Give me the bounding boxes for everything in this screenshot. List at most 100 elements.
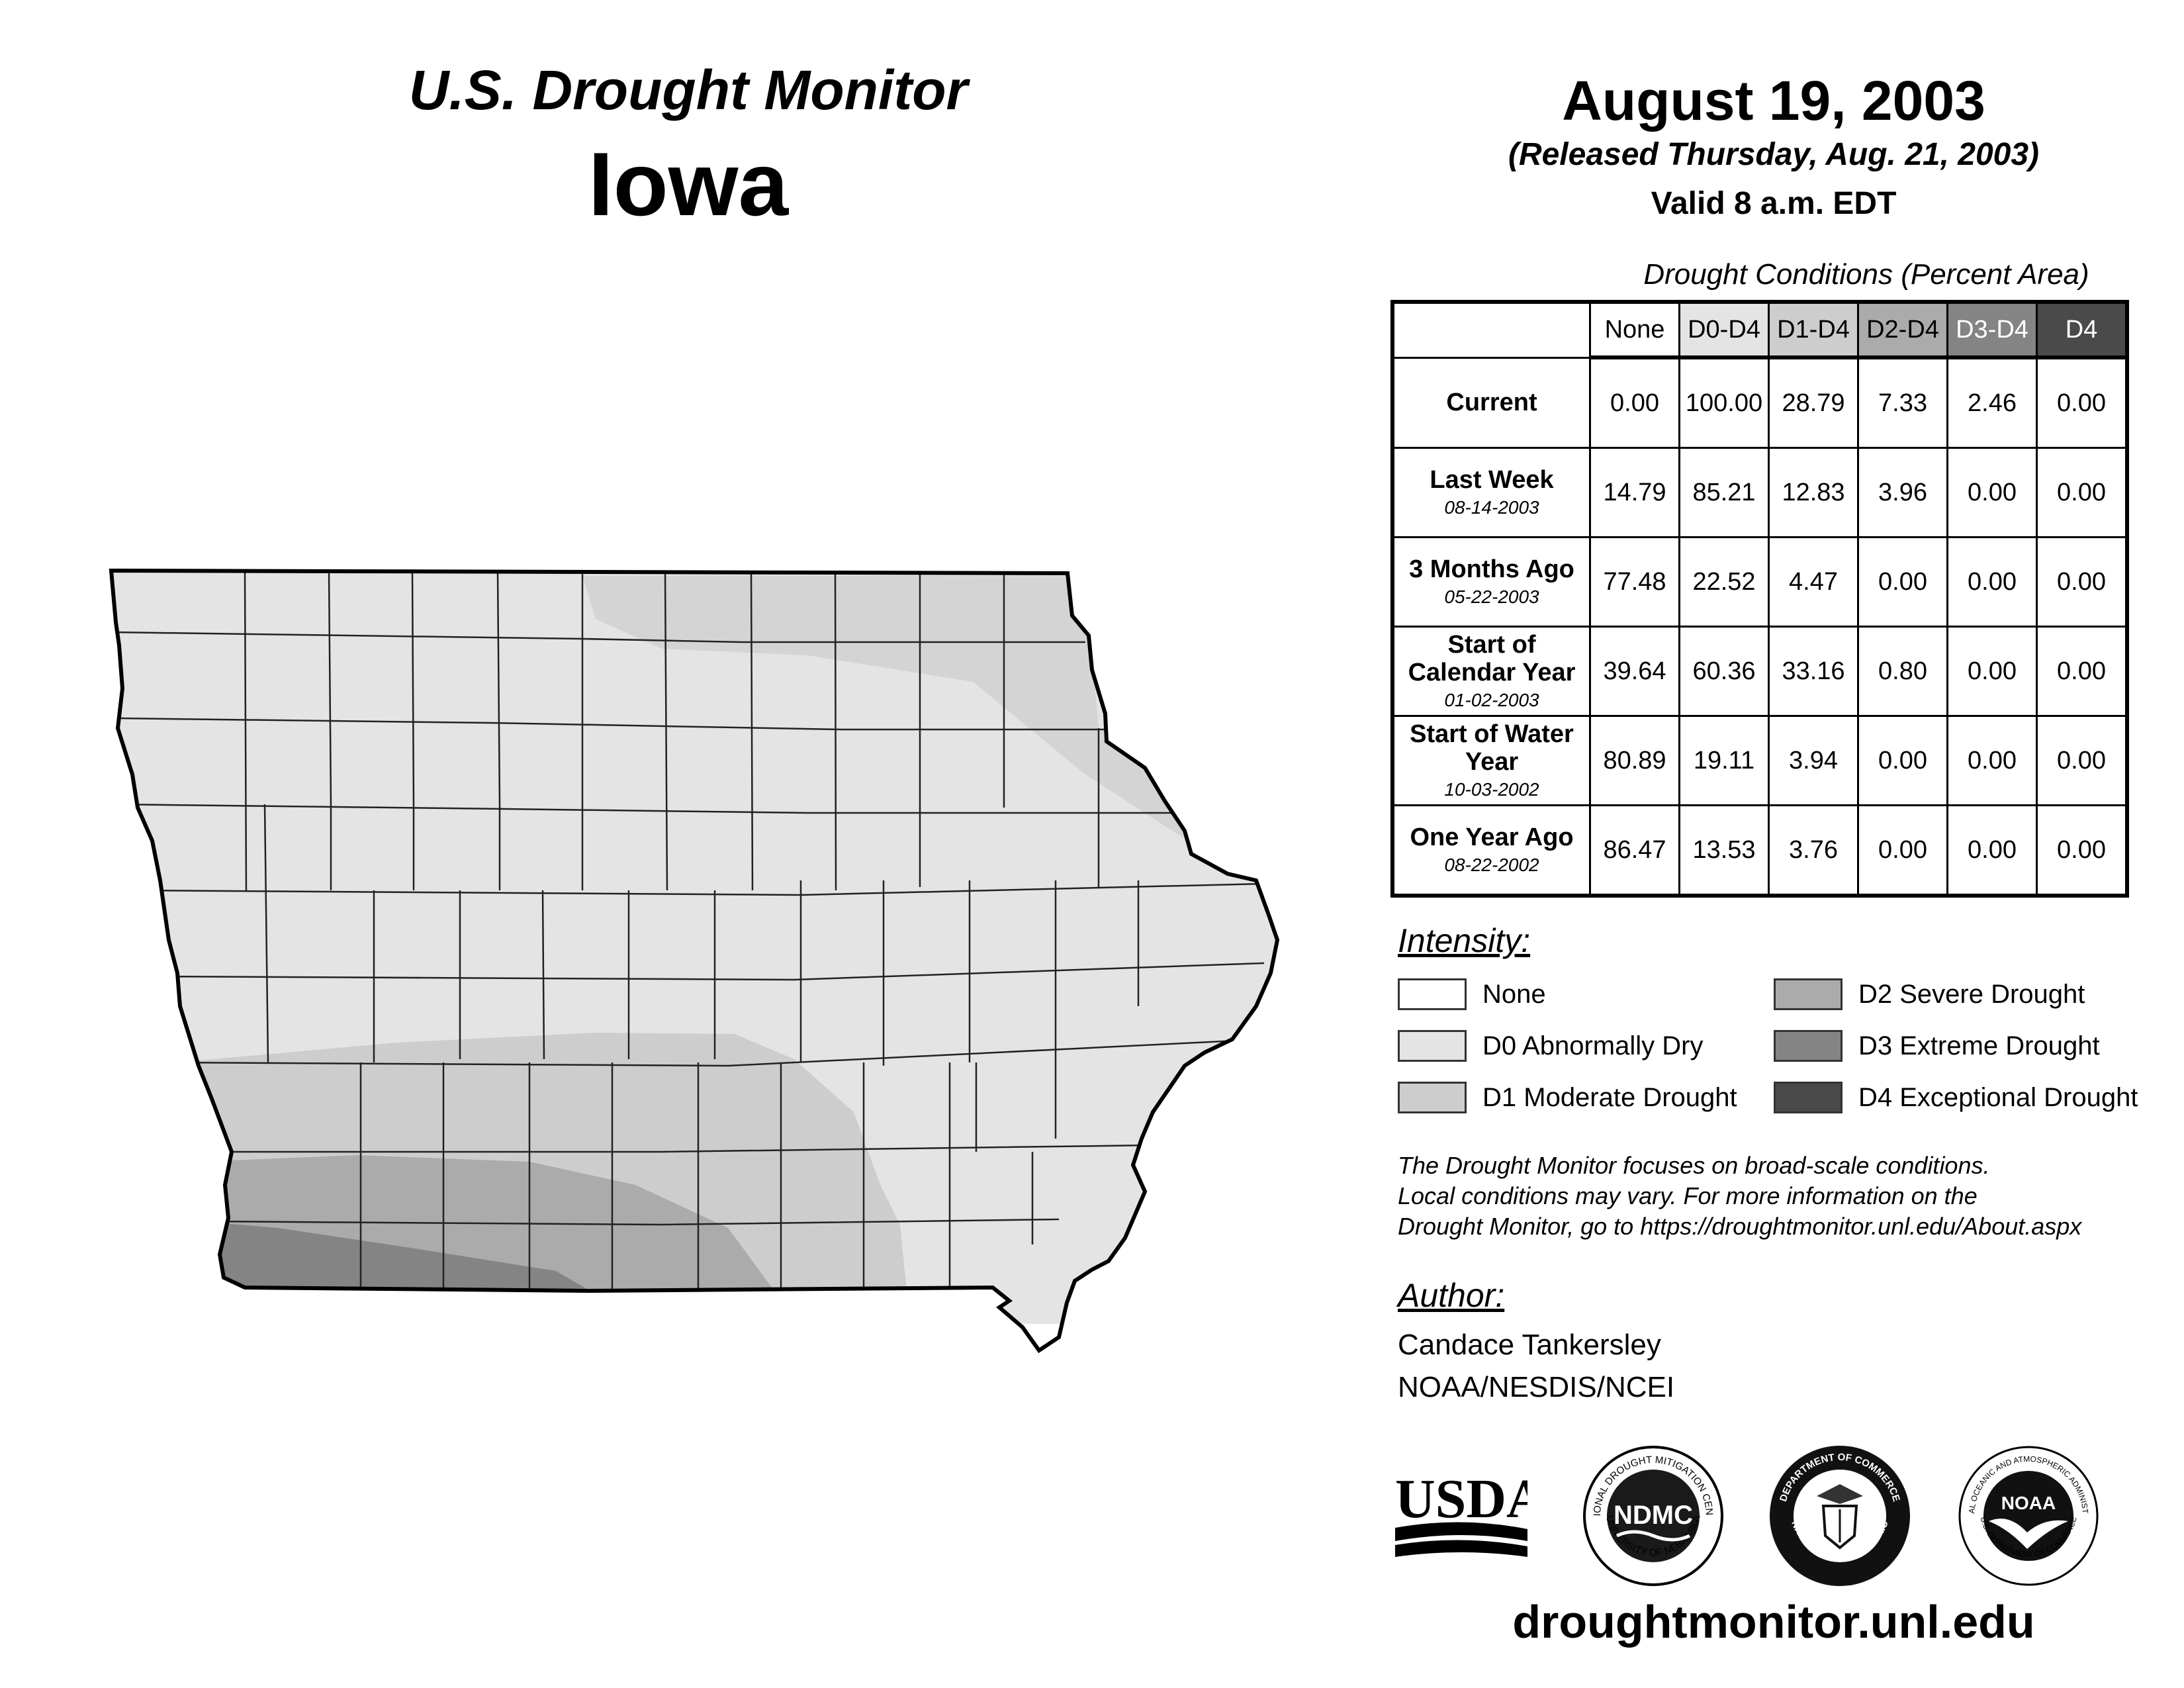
legend-item-d2: D2 Severe Drought bbox=[1774, 978, 2085, 1010]
table-cell: 0.00 bbox=[2036, 447, 2127, 538]
note-line: The Drought Monitor focuses on broad-sca… bbox=[1398, 1152, 1990, 1179]
legend-label: D4 Exceptional Drought bbox=[1858, 1082, 2138, 1112]
author-name: Candace Tankersley bbox=[1398, 1329, 1661, 1361]
legend-label: D2 Severe Drought bbox=[1858, 979, 2085, 1009]
row-label: Start of Water Year 10-03-2002 bbox=[1392, 715, 1591, 806]
table-cell: 77.48 bbox=[1589, 536, 1680, 628]
gull-icon bbox=[1989, 1519, 2068, 1549]
row-label-text: One Year Ago bbox=[1410, 823, 1574, 851]
valid-time: Valid 8 a.m. EDT bbox=[1651, 186, 1897, 221]
footer-url: droughtmonitor.unl.edu bbox=[1512, 1596, 2035, 1648]
drought-areas bbox=[111, 571, 1277, 1324]
usda-logo: USDA bbox=[1395, 1468, 1527, 1557]
table-cell: 0.00 bbox=[1857, 536, 1948, 628]
table-cell: 60.36 bbox=[1678, 626, 1770, 717]
legend-swatch bbox=[1398, 978, 1467, 1010]
table-cell: 0.80 bbox=[1857, 626, 1948, 717]
noaa-logo-text: NOAA bbox=[2001, 1493, 2056, 1513]
state-name: Iowa bbox=[588, 134, 789, 234]
table-body: Current 0.00 100.00 28.79 7.33 2.46 0.00 Last W… bbox=[1392, 356, 2127, 896]
legend-label: None bbox=[1482, 979, 1546, 1009]
table-cell: 0.00 bbox=[2036, 626, 2127, 717]
row-date: 05-22-2003 bbox=[1444, 586, 1539, 607]
legend-item-d4: D4 Exceptional Drought bbox=[1774, 1082, 2138, 1113]
col-header: D0-D4 bbox=[1678, 302, 1770, 359]
table-cell: 0.00 bbox=[2036, 356, 2127, 449]
table-cell: 0.00 bbox=[2036, 804, 2127, 896]
row-label-text: Last Week bbox=[1430, 466, 1554, 494]
d3-area bbox=[199, 1221, 596, 1294]
ndmc-logo-text: NDMC bbox=[1614, 1501, 1693, 1530]
legend-label: D0 Abnormally Dry bbox=[1482, 1031, 1704, 1060]
table-cell: 4.47 bbox=[1768, 536, 1859, 628]
eagle-icon bbox=[1817, 1484, 1863, 1504]
table-cell: 85.21 bbox=[1678, 447, 1770, 538]
row-date: 10-03-2002 bbox=[1444, 779, 1539, 800]
table-row: Start of Calendar Year 01-02-2003 39.64 60.… bbox=[1392, 626, 2127, 717]
table-row: Start of Water Year 10-03-2002 80.89 19.11 3… bbox=[1392, 715, 2127, 806]
col-header: D2-D4 bbox=[1857, 302, 1948, 359]
row-label: One Year Ago 08-22-2002 bbox=[1392, 804, 1591, 896]
table-cell: 0.00 bbox=[1589, 356, 1680, 449]
table-cell: 0.00 bbox=[1946, 715, 2038, 806]
d0-northeast-darker bbox=[582, 576, 1198, 847]
legend-item-d3: D3 Extreme Drought bbox=[1774, 1030, 2100, 1062]
county-lines bbox=[112, 571, 1265, 1294]
map-title: U.S. Drought Monitor bbox=[408, 59, 968, 121]
legend-swatch bbox=[1774, 1030, 1843, 1062]
doc-seal-logo: DEPARTMENT OF COMMERCE UNITED STATES OF … bbox=[1767, 1443, 1910, 1586]
noaa-logo: NATIONAL OCEANIC AND ATMOSPHERIC ADMINIS… bbox=[1956, 1443, 2099, 1586]
row-label: Start of Calendar Year 01-02-2003 bbox=[1392, 626, 1591, 717]
table-cell: 22.52 bbox=[1678, 536, 1770, 628]
ndmc-logo: NATIONAL DROUGHT MITIGATION CENTER UNIVE… bbox=[1580, 1443, 1723, 1586]
legend-swatch bbox=[1774, 1082, 1843, 1113]
usda-logo-text: USDA bbox=[1395, 1468, 1527, 1530]
table-cell: 7.33 bbox=[1857, 356, 1948, 449]
legend-item-d1: D1 Moderate Drought bbox=[1398, 1082, 1737, 1113]
table-cell: 0.00 bbox=[1857, 804, 1948, 896]
table-cell: 3.76 bbox=[1768, 804, 1859, 896]
legend-heading: Intensity: bbox=[1398, 922, 1531, 959]
table-row: One Year Ago 08-22-2002 86.47 13.53 3.76 0.00… bbox=[1392, 804, 2127, 896]
col-header: None bbox=[1589, 302, 1680, 359]
legend-swatch bbox=[1774, 978, 1843, 1010]
author-heading: Author: bbox=[1398, 1277, 1505, 1314]
col-header: D1-D4 bbox=[1768, 302, 1859, 359]
legend-swatch bbox=[1398, 1082, 1467, 1113]
table-cell: 80.89 bbox=[1589, 715, 1680, 806]
table-row: Last Week 08-14-2003 14.79 85.21 12.83 3.96 0.… bbox=[1392, 447, 2127, 538]
legend-item-none: None bbox=[1398, 978, 1546, 1010]
table-cell: 0.00 bbox=[2036, 536, 2127, 628]
table-cell: 33.16 bbox=[1768, 626, 1859, 717]
table-cell: 0.00 bbox=[1946, 626, 2038, 717]
table-row: 3 Months Ago 05-22-2003 77.48 22.52 4.47 0.00… bbox=[1392, 536, 2127, 628]
note-line: Drought Monitor, go to https://droughtmo… bbox=[1398, 1213, 2082, 1240]
release-date: (Released Thursday, Aug. 21, 2003) bbox=[1508, 137, 2040, 172]
table-cell: 86.47 bbox=[1589, 804, 1680, 896]
legend-item-d0: D0 Abnormally Dry bbox=[1398, 1030, 1703, 1062]
row-label-text: Start of Water Year bbox=[1410, 720, 1574, 776]
usda-swoosh-icon bbox=[1395, 1522, 1527, 1541]
row-label: 3 Months Ago 05-22-2003 bbox=[1392, 536, 1591, 628]
legend-swatch bbox=[1398, 1030, 1467, 1062]
author-org: NOAA/NESDIS/NCEI bbox=[1398, 1371, 1675, 1403]
table-cell: 0.00 bbox=[1946, 447, 2038, 538]
drought-conditions-table: None D0-D4 D1-D4 D2-D4 D3-D4 D4 Current 0… bbox=[1390, 300, 2129, 898]
iowa-outline bbox=[109, 568, 1280, 1354]
table-cell: 39.64 bbox=[1589, 626, 1680, 717]
table-corner bbox=[1394, 303, 1590, 358]
table-cell: 19.11 bbox=[1678, 715, 1770, 806]
table-cell: 100.00 bbox=[1678, 356, 1770, 449]
row-label: Current bbox=[1392, 356, 1591, 449]
table-caption: Drought Conditions (Percent Area) bbox=[1643, 258, 2089, 291]
note-line: Local conditions may vary. For more info… bbox=[1398, 1182, 1978, 1209]
row-date: 08-22-2002 bbox=[1444, 855, 1539, 875]
table-cell: 3.96 bbox=[1857, 447, 1948, 538]
row-label-text: Current bbox=[1446, 389, 1537, 417]
table-cell: 28.79 bbox=[1768, 356, 1859, 449]
col-header: D3-D4 bbox=[1946, 302, 2038, 359]
row-date: 01-02-2003 bbox=[1444, 690, 1539, 710]
table-cell: 0.00 bbox=[1946, 536, 2038, 628]
usda-swoosh-icon bbox=[1395, 1540, 1527, 1557]
table-cell: 2.46 bbox=[1946, 356, 2038, 449]
